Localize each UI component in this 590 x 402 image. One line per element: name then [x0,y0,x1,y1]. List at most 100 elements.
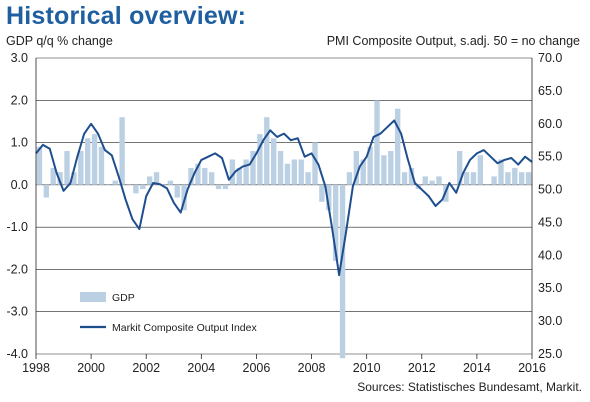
pmi-line [35,119,533,277]
right-tick-label: 70.0 [538,51,562,65]
gdp-bar [319,184,325,202]
gdp-bar [43,184,50,198]
x-tick-label: 2008 [298,361,326,375]
axes [35,58,533,359]
legend-label-pmi: Markit Composite Output Index [112,322,257,334]
x-tick-label: 2002 [132,361,160,375]
gdp-bar [222,184,229,190]
left-tick-label: 2.0 [11,93,28,107]
gdp-bar [408,167,415,185]
x-tick-label: 2010 [353,361,381,375]
gdp-bar [91,134,98,185]
gdp-bar [484,184,490,186]
gdp-bar [78,151,84,185]
gdp-bar [525,172,532,185]
gdp-bar [463,172,470,185]
gdp-bar [305,172,311,185]
gdp-bar [339,184,346,359]
gdp-bar [36,146,43,185]
gdp-bar [236,167,242,185]
gdp-bar [181,184,187,211]
left-tick-label: 3.0 [11,51,28,65]
gdp-bar [422,176,428,185]
left-tick-label: -2.0 [6,262,28,276]
gdp-bar [518,172,525,185]
right-axis-label: PMI Composite Output, s.adj. 50 = no cha… [326,34,580,48]
right-tick-label: 25.0 [538,347,562,361]
legend-swatch-gdp [80,292,106,302]
gdp-bar [119,117,125,185]
gdp-bar [312,142,318,185]
gdp-bar [105,184,112,186]
legend-label-gdp: GDP [112,292,135,304]
x-tick-label: 2004 [187,361,215,375]
gdp-bar [291,159,298,185]
gdp-bar [470,172,477,185]
gdp-bars [36,100,532,359]
chart-title: Historical overview: [6,2,247,30]
gdp-bar [505,172,511,185]
gdp-bar [381,155,387,185]
gdp-bar [50,167,56,185]
gdp-bar [229,159,236,185]
right-tick-label: 50.0 [538,183,562,197]
gdp-bar [394,108,401,185]
gdp-bar [326,184,332,211]
legend: GDP Markit Composite Output Index [80,292,257,334]
x-tick-label: 2012 [408,361,436,375]
left-tick-label: -3.0 [6,305,28,319]
left-tick-label: -1.0 [6,220,28,234]
gdp-bar [188,167,194,185]
gdp-bar [84,138,91,185]
gdp-bar [146,176,153,185]
gdp-bar [298,159,304,185]
gdp-bar [112,180,118,185]
gdp-bar [401,172,408,185]
x-tick-label: 2000 [77,361,105,375]
right-tick-label: 30.0 [538,314,562,328]
x-tick-label: 1998 [22,361,50,375]
gdp-bar [208,172,215,185]
gdp-bar [257,134,263,185]
gridlines [36,57,532,355]
right-tick-label: 40.0 [538,248,562,262]
tick-labels: 3.0 2.0 1.0 0.0 -1.0 -2.0 -3.0 -4.0 70.0 65.0 60.0… [6,51,562,375]
gdp-bar [270,138,277,185]
gdp-bar [140,184,146,190]
gdp-bar [346,172,353,185]
right-tick-label: 45.0 [538,215,562,229]
gdp-bar [250,151,256,185]
right-tick-label: 55.0 [538,150,562,164]
gdp-bar [57,172,63,185]
gdp-bar [498,159,504,185]
gdp-bar [491,176,497,185]
right-tick-label: 35.0 [538,281,562,295]
gdp-bar [353,151,360,185]
x-tick-label: 2014 [463,361,491,375]
left-tick-label: 1.0 [11,136,28,150]
gdp-bar [167,180,174,185]
gdp-bar [456,151,463,185]
gdp-bar [126,184,132,186]
gdp-bar [195,163,201,185]
gdp-bar [477,155,484,185]
gdp-bar [160,184,167,186]
gdp-bar [429,180,435,185]
x-tick-label: 2016 [518,361,546,375]
gdp-bar [202,167,208,185]
right-tick-label: 65.0 [538,84,562,98]
gdp-bar [264,117,270,185]
source-note: Sources: Statistisches Bundesamt, Markit… [357,380,582,394]
gdp-bar [71,172,77,185]
left-axis-label: GDP q/q % change [6,34,113,48]
gdp-bar [436,176,442,185]
gdp-bar [512,167,518,185]
x-tick-label: 2006 [243,361,271,375]
right-tick-label: 60.0 [538,117,562,131]
gdp-bar [174,184,180,198]
gdp-bar [215,184,222,190]
gdp-bar [98,146,105,185]
left-tick-label: 0.0 [11,178,28,192]
gdp-bar [64,151,70,185]
